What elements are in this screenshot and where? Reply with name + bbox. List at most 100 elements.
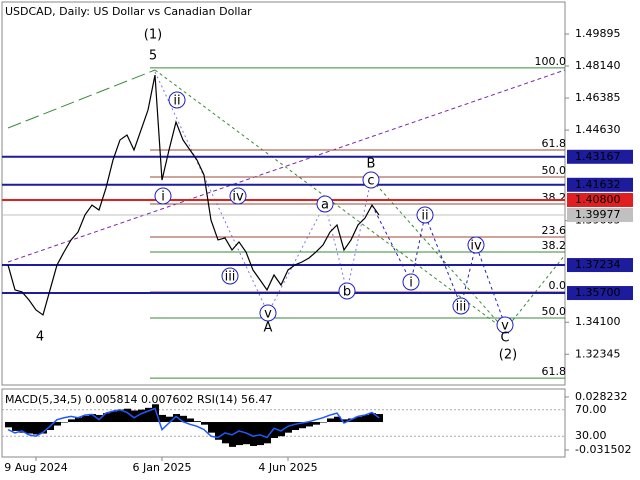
wave-label: A (264, 321, 273, 336)
macd-bar (313, 422, 320, 425)
macd-bar (75, 417, 82, 423)
wave-label: ii (421, 209, 428, 224)
wave-circle (416, 206, 434, 224)
price-label-box (567, 258, 633, 273)
wave-circle (402, 273, 420, 291)
x-tick-label: 9 Aug 2024 (4, 461, 67, 474)
wave-label: 5 (149, 49, 157, 64)
y-tick-label: 1.34100 (575, 315, 621, 328)
price-line (7, 74, 380, 316)
y-tick-label: 0.028232 (575, 390, 628, 403)
wave-label: c (367, 174, 374, 189)
price-label-box (567, 177, 633, 192)
macd-bar (362, 414, 369, 423)
macd-bar (215, 422, 222, 440)
fib-label: 0.0 (549, 279, 567, 292)
macd-bar (33, 422, 40, 435)
fib-label: 23.6 (542, 224, 567, 237)
macd-bar (278, 422, 285, 437)
macd-bar (341, 419, 348, 423)
fib-label: 50.0 (542, 164, 567, 177)
x-tick-label: 6 Jan 2025 (133, 461, 192, 474)
macd-bar (131, 410, 138, 423)
macd-bar (334, 416, 341, 423)
wave-circle (496, 316, 514, 334)
macd-bar (208, 422, 215, 433)
macd-bar (201, 422, 208, 425)
wave-label: i (161, 190, 165, 205)
macd-bar (61, 422, 68, 423)
wave-circle (452, 297, 470, 315)
macd-bar (376, 414, 383, 423)
wave-label: ii (173, 94, 180, 109)
trend-line (7, 69, 566, 263)
macd-bar (26, 422, 33, 434)
macd-bar (327, 418, 334, 423)
macd-bar (271, 422, 278, 438)
indicator-title: MACD(5,34,5) 0.005814 0.007602 RSI(14) 5… (5, 393, 272, 406)
wave-circle (316, 195, 334, 213)
macd-bar (285, 422, 292, 433)
wave-circle (154, 187, 172, 205)
price-label: 1.37234 (575, 258, 621, 271)
price-label: 1.39977 (575, 208, 621, 221)
macd-bar (103, 413, 110, 423)
y-tick-label: 1.44630 (575, 123, 621, 136)
macd-bar (152, 404, 159, 423)
wave-label: (1) (144, 28, 162, 43)
macd-bar (264, 422, 271, 444)
price-label-box (567, 207, 633, 222)
chart-title: USDCAD, Daily: US Dollar vs Canadian Dol… (5, 5, 252, 18)
macd-bar (173, 414, 180, 423)
wave-label: C (500, 331, 509, 346)
price-label-box (567, 286, 633, 301)
macd-bar (5, 422, 12, 428)
macd-bar (89, 414, 96, 423)
macd-bar (355, 416, 362, 423)
macd-bar (82, 415, 89, 423)
wave-label: (2) (499, 348, 517, 363)
macd-bar (68, 419, 75, 423)
macd-bar (166, 416, 173, 423)
macd-bar (306, 422, 313, 427)
y-tick-label: 1.48140 (575, 59, 621, 72)
wave-label: iii (225, 270, 236, 285)
wave-circle (259, 304, 277, 322)
y-tick-label: -0.031502 (575, 443, 631, 456)
indicator-frame (1, 388, 566, 458)
macd-bar (145, 407, 152, 423)
macd-bar (19, 422, 26, 433)
wave-label: B (367, 157, 376, 172)
fib-label: 100.0 (535, 55, 567, 68)
y-tick-label: 1.46385 (575, 91, 621, 104)
wave-label: a (321, 198, 329, 213)
y-tick-label: 1.49895 (575, 27, 621, 40)
wave-circle (362, 171, 380, 189)
macd-bar (180, 415, 187, 423)
wave-label: iii (456, 300, 467, 315)
fib-label: 38.2 (542, 191, 567, 204)
macd-bar (12, 422, 19, 431)
wave-circle (229, 187, 247, 205)
macd-bar (138, 409, 145, 423)
macd-bar (124, 408, 131, 423)
wave-label: iv (470, 239, 482, 254)
wave-circle (467, 236, 485, 254)
wave-label: v (264, 307, 272, 322)
fib-label: 50.0 (542, 305, 567, 318)
fib-label: 61.8 (542, 137, 567, 150)
fib-label: 38.2 (542, 239, 567, 252)
wave-circle (221, 267, 239, 285)
macd-bar (369, 413, 376, 423)
x-tick-label: 4 Jun 2025 (258, 461, 317, 474)
price-label: 1.41632 (575, 178, 621, 191)
price-label-box (567, 149, 633, 164)
price-label: 1.43167 (575, 150, 621, 163)
y2-tick-label: 30.00 (575, 429, 607, 442)
wave-label: i (409, 276, 413, 291)
fib-label: 61.8 (542, 365, 567, 378)
y-tick-label: 1.32345 (575, 347, 621, 360)
macd-bar (110, 411, 117, 423)
